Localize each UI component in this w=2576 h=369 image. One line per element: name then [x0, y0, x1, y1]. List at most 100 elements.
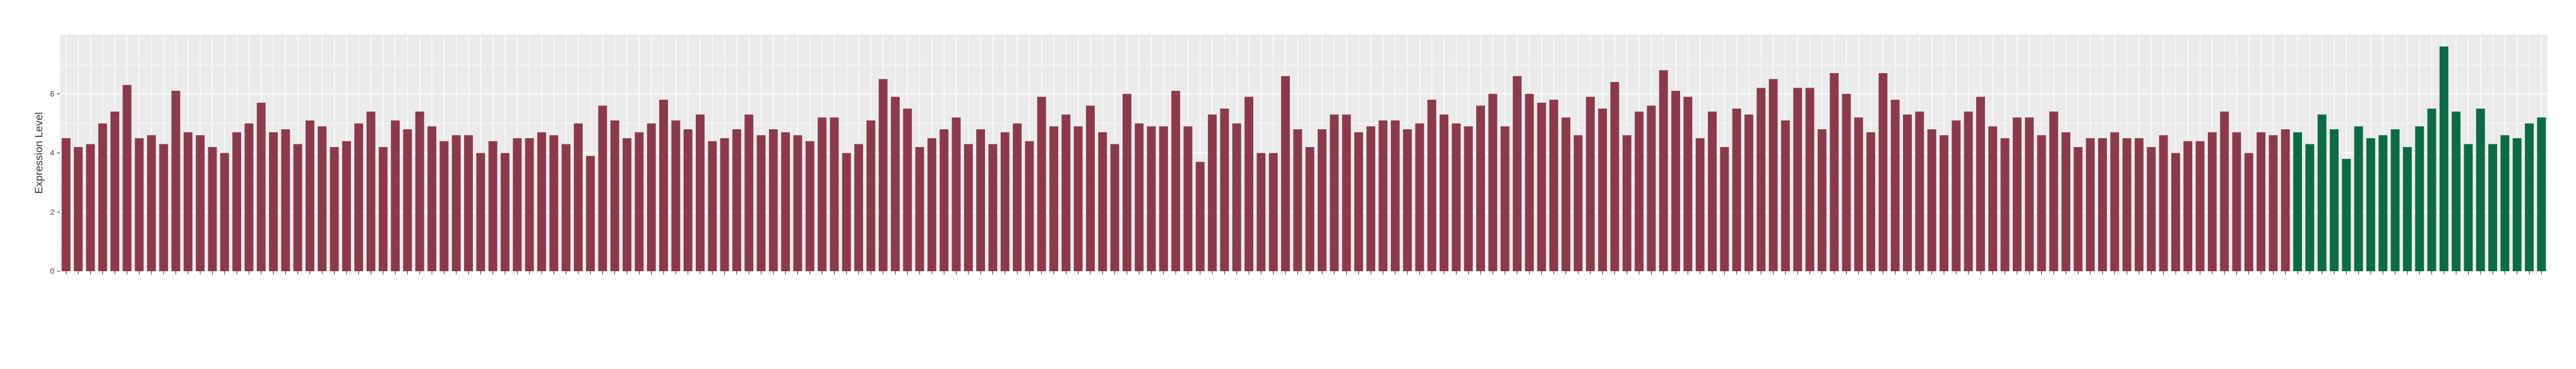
bar-group-a [1110, 144, 1119, 271]
bar-group-b [2512, 138, 2522, 271]
bar-group-a [2257, 132, 2266, 271]
bar-group-a [122, 85, 132, 271]
bar-group-a [305, 120, 314, 271]
bar-group-a [1940, 135, 1948, 271]
bar-group-a [1537, 102, 1546, 271]
bar-group-a [842, 153, 851, 271]
bar-group-a [208, 147, 217, 271]
bar-group-a [2220, 111, 2229, 271]
bar-group-a [2232, 132, 2241, 271]
bar-group-a [781, 132, 790, 271]
bar-group-a [1415, 123, 1424, 271]
bar-group-a [366, 111, 376, 271]
bar-group-a [2073, 147, 2083, 271]
bar-group-a [878, 79, 888, 271]
bar-group-a [488, 141, 498, 271]
bar-group-a [2122, 138, 2132, 271]
bar-group-b [2305, 144, 2315, 271]
bar-group-a [976, 129, 986, 271]
bar-group-a [342, 141, 351, 271]
bar-group-a [1768, 79, 1778, 271]
bar-group-a [220, 153, 229, 271]
bar-group-a [696, 114, 705, 271]
bar-group-b [2330, 129, 2339, 271]
bar-group-a [378, 147, 388, 271]
bar-group-a [1695, 138, 1705, 271]
bar-group-a [963, 144, 973, 271]
bar-group-a [671, 120, 681, 271]
bar-group-a [549, 135, 559, 271]
y-tick-label: 2 [50, 208, 54, 216]
bar-group-a [293, 144, 302, 271]
bar-group-a [1464, 126, 1473, 271]
bar-group-b [2366, 138, 2375, 271]
bar-group-a [2000, 138, 2010, 271]
bar-group-a [171, 91, 181, 271]
bar-group-a [951, 117, 961, 271]
bar-group-a [732, 129, 741, 271]
x-axis [66, 271, 2542, 274]
bar-group-a [1281, 76, 1290, 271]
bar-group-a [2012, 117, 2022, 271]
bar-group-a [500, 153, 510, 271]
bar-group-a [988, 144, 998, 271]
bar-group-a [756, 135, 766, 271]
bar-group-b [2402, 147, 2412, 271]
bar-group-a [1890, 100, 1900, 271]
bar-group-a [513, 138, 522, 271]
bar-group-a [891, 97, 900, 271]
bar-group-a [586, 156, 595, 271]
bar-group-a [1354, 132, 1363, 271]
bar-group-a [110, 111, 119, 271]
bar-group-a [1500, 126, 1510, 271]
bar-group-a [403, 129, 412, 271]
bar-group-a [232, 132, 242, 271]
bar-group-a [2025, 117, 2034, 271]
bar-group-a [903, 108, 912, 271]
bar-group-b [2464, 144, 2473, 271]
bar-group-a [1622, 135, 1631, 271]
bar-group-a [244, 123, 254, 271]
bar-group-a [2135, 138, 2144, 271]
bar-group-a [2147, 147, 2156, 271]
bar-group-a [818, 117, 827, 271]
bar-group-a [1195, 161, 1205, 271]
bar-group-a [2281, 129, 2290, 271]
bar-group-a [281, 129, 290, 271]
bar-group-a [1440, 114, 1449, 271]
bar-group-b [2500, 135, 2510, 271]
bar-group-a [1013, 123, 1022, 271]
bars [61, 46, 2546, 271]
bar-group-a [330, 147, 339, 271]
bar-group-a [2244, 153, 2253, 271]
bar-group-a [1366, 126, 1376, 271]
bar-group-a [427, 126, 437, 271]
y-tick-label: 6 [50, 90, 54, 98]
bar-group-a [2195, 141, 2205, 271]
bar-group-a [1268, 153, 1278, 271]
bar-group-a [61, 138, 71, 271]
bar-group-a [2171, 153, 2180, 271]
bar-group-a [1573, 135, 1583, 271]
bar-group-a [1086, 105, 1095, 271]
bar-group-a [2183, 141, 2193, 271]
bar-group-a [476, 153, 486, 271]
bar-group-a [1183, 126, 1193, 271]
bar-group-a [1073, 126, 1083, 271]
bar-group-a [256, 102, 266, 271]
bar-group-a [2037, 135, 2046, 271]
bar-group-a [623, 138, 632, 271]
bar-group-a [854, 144, 864, 271]
bar-group-a [318, 126, 327, 271]
bar-group-a [1964, 111, 1973, 271]
bar-group-a [1244, 97, 1254, 271]
bar-group-a [1842, 93, 1851, 271]
bar-group-a [134, 138, 144, 271]
bar-group-a [1525, 93, 1534, 271]
bar-group-a [74, 147, 83, 271]
bar-group-a [683, 129, 693, 271]
bar-group-a [1585, 97, 1595, 271]
bar-group-a [1952, 120, 1961, 271]
bar-group-a [744, 114, 754, 271]
